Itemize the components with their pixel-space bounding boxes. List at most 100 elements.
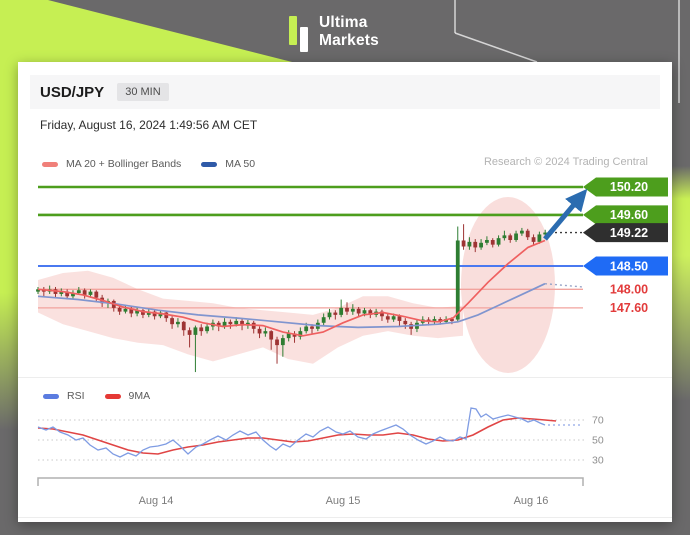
price-tag — [583, 205, 668, 225]
candle — [525, 230, 530, 238]
rsi-tick-label: 50 — [592, 435, 604, 447]
candle — [292, 333, 297, 337]
ma9-legend-label: 9MA — [128, 390, 151, 402]
candle — [193, 327, 198, 335]
legend-item-ma50: MA 50 — [201, 158, 255, 170]
research-attribution: Research © 2024 Trading Central — [483, 156, 648, 168]
candle — [205, 326, 209, 332]
candle — [537, 234, 542, 242]
candle — [59, 291, 64, 294]
candle — [356, 308, 361, 314]
price-tag-text: 149.22 — [610, 226, 648, 240]
price-tag — [583, 223, 668, 243]
candle — [257, 328, 262, 334]
candle — [304, 326, 309, 332]
candle — [36, 289, 40, 292]
candle — [65, 291, 70, 297]
candle — [508, 235, 513, 241]
brand-logo: Ultima Markets — [289, 14, 379, 54]
candle — [339, 307, 344, 315]
candle — [362, 310, 367, 314]
x-axis: Aug 14 Aug 15 Aug 16 — [37, 477, 584, 507]
candle — [479, 242, 483, 248]
candle — [450, 319, 454, 321]
candle — [321, 317, 326, 323]
price-tag-text: 150.20 — [610, 180, 648, 194]
candle — [333, 312, 338, 315]
brand-logo-icon — [289, 14, 310, 54]
candle — [152, 311, 157, 317]
rsi-tick-label: 70 — [592, 415, 604, 427]
price-labels: 150.20 149.60 149.22 148.50 148.00 147.60 — [583, 177, 668, 315]
candle — [461, 240, 466, 247]
legend-item-ma20-bollinger: MA 20 + Bollinger Bands — [42, 158, 181, 170]
chart-header-bar: USD/JPY 30 MIN — [30, 75, 660, 109]
chart-datetime: Friday, August 16, 2024 1:49:56 AM CET — [40, 118, 258, 132]
legend-item-rsi: RSI — [43, 390, 85, 402]
background-lime-left-strip — [0, 0, 18, 430]
candle — [519, 230, 524, 234]
ma50-legend-swatch — [201, 161, 218, 167]
candle — [531, 237, 536, 242]
price-tag-text: 148.50 — [610, 259, 648, 273]
bollinger-band — [38, 197, 555, 373]
background-lime-right-wedge — [672, 166, 690, 401]
candles — [36, 224, 548, 373]
candle — [298, 331, 303, 337]
candle — [280, 338, 285, 346]
timeframe-badge: 30 MIN — [117, 83, 169, 101]
candle — [286, 333, 291, 339]
candle — [141, 310, 145, 315]
candle — [146, 311, 151, 315]
candle — [543, 232, 548, 235]
candle — [129, 308, 134, 314]
ma20-legend-swatch — [42, 161, 58, 167]
price-tag — [583, 256, 668, 276]
candle — [228, 321, 233, 325]
price-level-text: 148.00 — [610, 283, 648, 297]
candle — [164, 312, 169, 319]
ma50-line — [37, 282, 546, 329]
candle — [403, 320, 408, 325]
candle — [368, 310, 373, 315]
candle — [269, 331, 274, 340]
candle — [432, 319, 437, 322]
candle — [514, 233, 518, 241]
candle — [240, 320, 244, 326]
ma50-legend-label: MA 50 — [225, 158, 256, 170]
rsi-legend: RSI 9MA — [43, 390, 150, 402]
rsi-legend-label: RSI — [67, 390, 85, 402]
candle — [76, 290, 81, 294]
candle — [455, 240, 460, 320]
card-bottom-divider — [18, 517, 672, 518]
price-tag-text: 149.60 — [610, 208, 648, 222]
ma9-legend-swatch — [104, 393, 121, 399]
candle — [490, 240, 495, 245]
rsi-9ma-line — [37, 417, 557, 455]
candle — [380, 311, 384, 317]
candle — [222, 321, 227, 327]
x-axis-label: Aug 16 — [514, 495, 549, 507]
candle — [176, 321, 180, 325]
candle — [117, 307, 122, 312]
candle — [397, 316, 402, 321]
rsi-line — [37, 407, 546, 458]
candle — [135, 310, 140, 314]
chart-card: 150.20 149.60 149.22 148.50 148.00 147.60 70 50… — [18, 62, 672, 522]
rsi-panel: 70 50 30 — [37, 407, 604, 467]
candle — [310, 326, 314, 329]
candle — [485, 240, 489, 243]
candle — [88, 291, 93, 295]
legend-item-9ma: 9MA — [104, 390, 151, 402]
candle — [71, 293, 75, 297]
candle — [181, 321, 186, 331]
candle — [234, 320, 239, 325]
candle — [345, 307, 349, 312]
chart-svg: 150.20 149.60 149.22 148.50 148.00 147.60 70 50… — [36, 177, 668, 507]
candle — [170, 318, 174, 325]
ma50-forecast-dotted — [544, 283, 584, 288]
symbol-title: USD/JPY — [40, 83, 105, 101]
ma20-line — [37, 239, 546, 337]
